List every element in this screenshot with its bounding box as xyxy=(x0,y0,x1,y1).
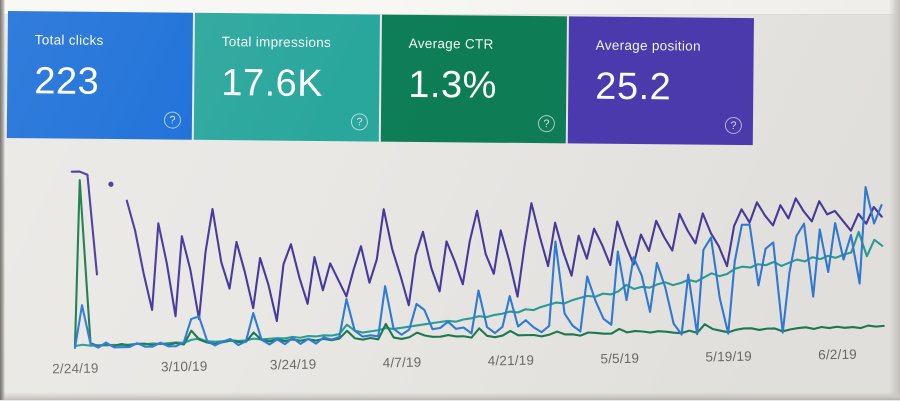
series-line-ctr xyxy=(73,179,885,348)
screen-bottom-edge xyxy=(0,392,900,400)
screen-left-bezel xyxy=(0,0,5,400)
screen-right-edge xyxy=(889,0,900,400)
series-line-position xyxy=(125,197,883,323)
series-line-position xyxy=(70,170,99,276)
data-point-position xyxy=(108,181,114,187)
app-header-strip xyxy=(0,0,900,15)
series-line-clicks xyxy=(73,186,883,350)
